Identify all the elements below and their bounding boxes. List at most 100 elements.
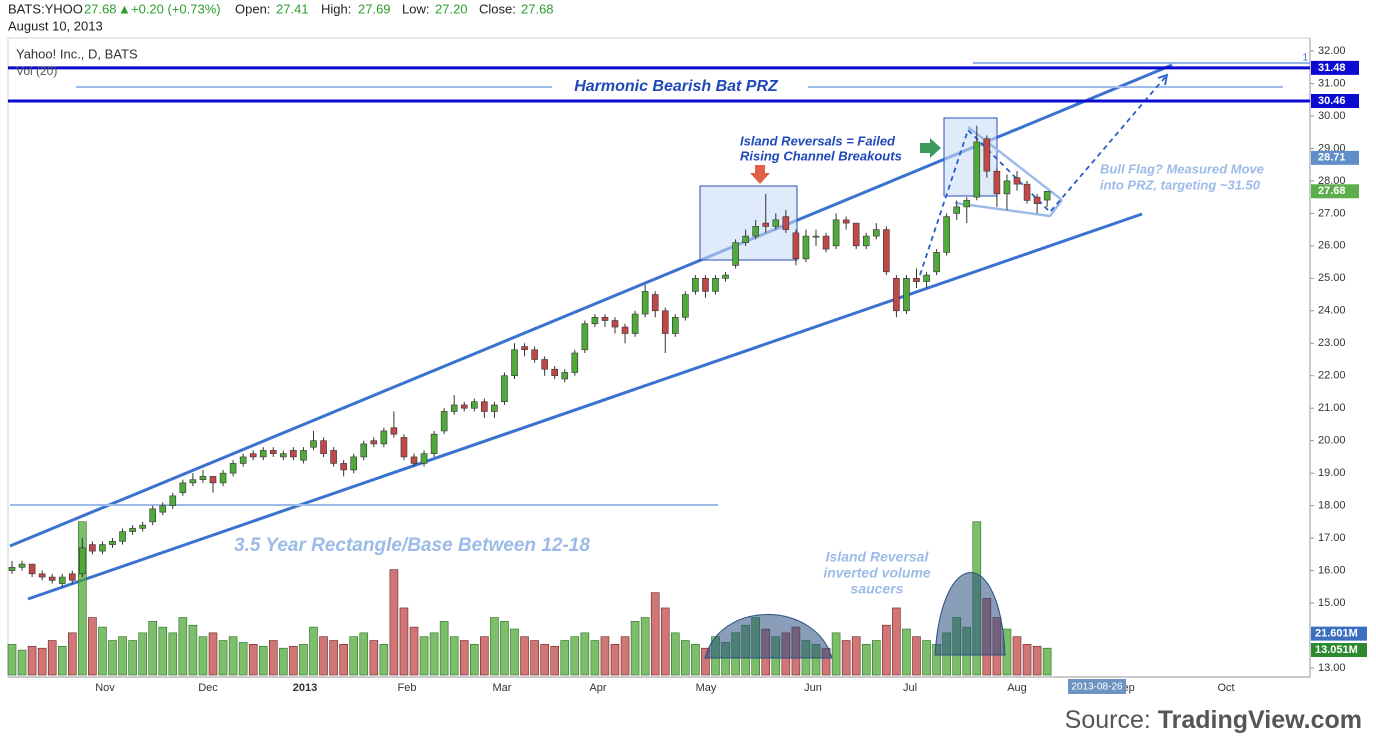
candle-body [933, 252, 940, 273]
candle-body [420, 453, 428, 464]
candle-body [591, 316, 599, 325]
candle-body [641, 291, 649, 315]
volume-bar [339, 644, 348, 676]
candle-body [269, 450, 277, 454]
volume-bar [681, 640, 690, 676]
annotation: Rising Channel Breakouts [740, 148, 902, 163]
drawings [9, 62, 1310, 601]
header-high-label: High: [321, 1, 351, 16]
candle-body [661, 310, 669, 334]
volume-bar [369, 640, 379, 676]
volume-bar [379, 644, 389, 676]
volume-bar [882, 624, 891, 676]
candle-body [531, 349, 538, 360]
candle-body [993, 170, 1001, 195]
candle-body [913, 278, 920, 282]
source-name: TradingView.com [1158, 706, 1362, 734]
candle-body [581, 323, 589, 351]
header-close-label: Close: [479, 1, 516, 16]
candle-body [832, 219, 840, 247]
candle-body [330, 450, 337, 464]
y-tick-label: 23.00 [1318, 337, 1346, 349]
volume-label: 13.051M [1315, 644, 1358, 656]
volume-bar [168, 632, 178, 676]
candle-body [893, 278, 900, 312]
volume-bar [500, 621, 509, 676]
annotation: Bull Flag? Measured Move [1100, 161, 1264, 176]
annotation: inverted volume [823, 565, 931, 581]
price-label: 27.68 [1318, 185, 1346, 197]
price-label: 30.46 [1318, 95, 1346, 107]
candle-body [842, 219, 850, 224]
candle-body [702, 278, 709, 292]
y-tick-label: 25.00 [1318, 272, 1346, 284]
volume-bar [530, 640, 539, 676]
price-label-box [1311, 94, 1359, 109]
y-tick-label: 17.00 [1318, 532, 1346, 544]
x-tick-label: Dec [198, 682, 218, 694]
volume-bar [861, 644, 871, 676]
candle-body [671, 316, 679, 334]
volume-bar [268, 640, 278, 676]
candle-body [601, 316, 609, 321]
volume-bar [329, 640, 338, 676]
volume-bar [560, 640, 570, 676]
green-arrow [920, 138, 941, 158]
candle-body [571, 352, 579, 373]
volume-bar [520, 636, 529, 676]
candle-body [862, 235, 870, 247]
chart-title: Yahoo! Inc., D, BATS [16, 46, 138, 61]
y-tick-label: 27.00 [1318, 207, 1346, 219]
candle-body [1033, 196, 1041, 204]
candle-body [1043, 190, 1051, 201]
volume-bar [399, 607, 409, 676]
candle-body [350, 456, 358, 471]
saucer-2 [934, 572, 1006, 656]
volume-bar [1012, 636, 1022, 676]
volume-bar [389, 569, 399, 676]
volume-bar [47, 640, 57, 676]
candle-body [18, 563, 26, 568]
candle-body [541, 359, 548, 370]
candle-body [822, 235, 830, 250]
x-tick-label: Feb [398, 682, 417, 694]
plot-frame [7, 37, 1311, 678]
x-tick-label: 2013 [293, 682, 317, 694]
x-tick-label: Apr [589, 682, 606, 694]
volume-bar [1042, 647, 1052, 676]
volume-bar [670, 632, 680, 676]
candle-body [209, 476, 217, 484]
candle-body [963, 200, 971, 208]
candle-body [58, 576, 66, 584]
candle-body [219, 472, 227, 484]
candle-body [1023, 183, 1031, 201]
y-tick-label: 24.00 [1318, 305, 1346, 317]
fib-label: 1 [1302, 53, 1308, 64]
volume-bar [831, 632, 841, 676]
volume-bar [349, 636, 359, 676]
x-tick-label: Mar [493, 682, 512, 694]
candle-body [561, 372, 569, 380]
candle-body [310, 440, 317, 448]
y-tick-label: 26.00 [1318, 240, 1346, 252]
candle-body [179, 482, 187, 493]
volume-bar [128, 640, 137, 676]
candle-body [802, 235, 810, 260]
volume-bar [510, 628, 519, 676]
volume-label-box [1311, 642, 1367, 657]
candle-body [390, 427, 398, 435]
candle-body [511, 349, 518, 377]
volume-label: 21.601M [1315, 628, 1358, 640]
red-arrow [750, 165, 770, 184]
x-tick-label: Nov [95, 682, 115, 694]
candle-body [109, 541, 116, 545]
candle-body [300, 450, 307, 461]
volume-bar [238, 642, 248, 676]
volume-bar [319, 636, 328, 676]
candle-body [732, 242, 739, 266]
candle-body [28, 563, 36, 575]
candle-body [1013, 177, 1021, 185]
header-low: 27.20 [435, 1, 468, 16]
annotation: 3.5 Year Rectangle/Base Between 12-18 [234, 535, 590, 556]
